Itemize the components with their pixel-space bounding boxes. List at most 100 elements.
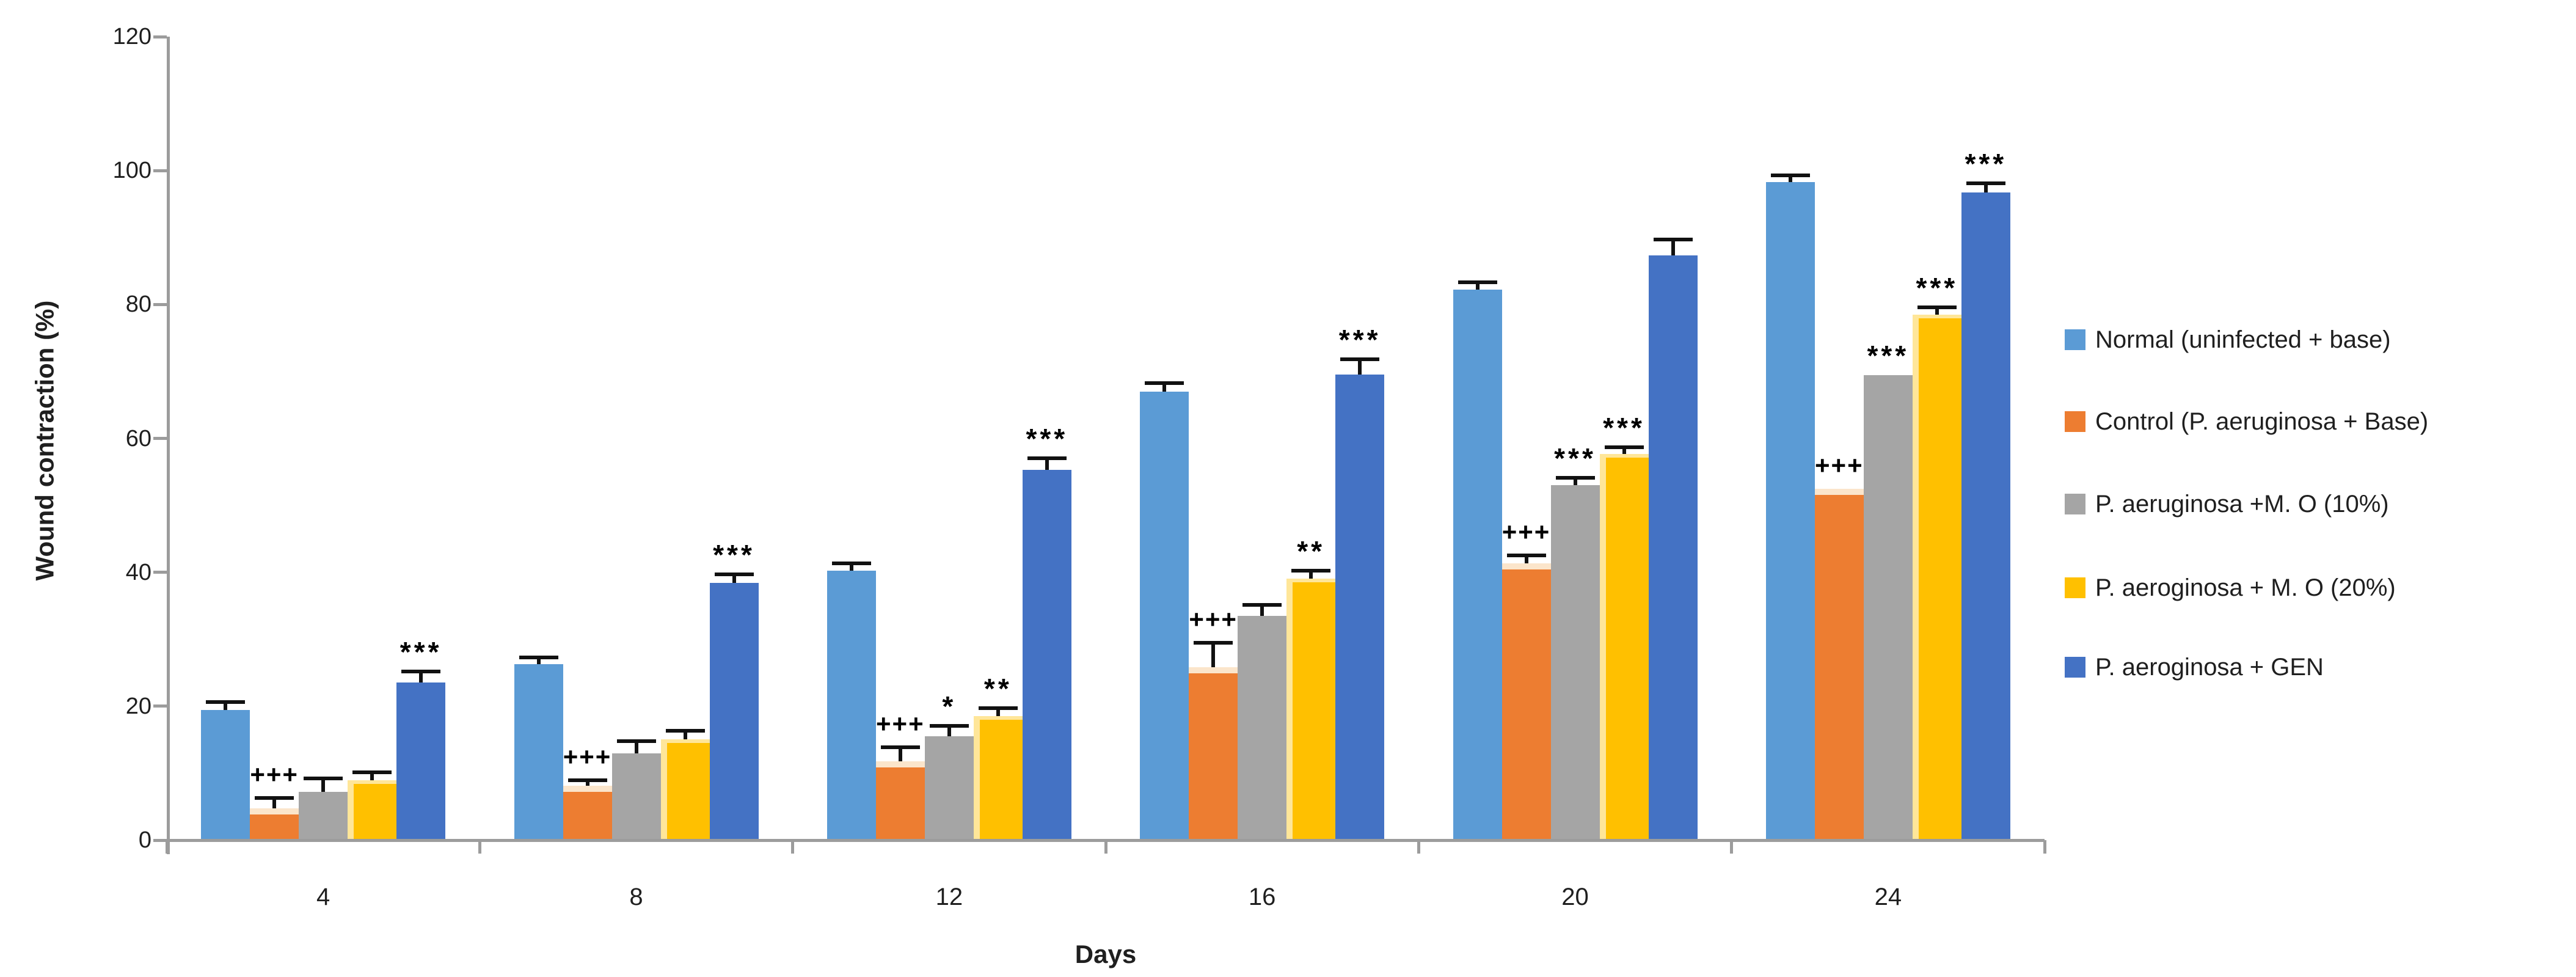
error-bar-cap xyxy=(1917,305,1957,309)
error-bar-cap xyxy=(1291,569,1331,573)
legend-swatch-icon xyxy=(2065,577,2085,598)
bar-p-aeroginosa-m-o-20--day20 xyxy=(1599,453,1649,840)
error-bar-cap xyxy=(352,770,392,775)
y-tick-label: 80 xyxy=(125,291,151,318)
y-tick-label: 40 xyxy=(125,559,151,585)
legend-label: P. aeroginosa + M. O (20%) xyxy=(2095,574,2396,601)
y-tick-label: 120 xyxy=(112,24,151,49)
y-tick-label: 60 xyxy=(125,425,151,452)
legend-label: P. aeroginosa + GEN xyxy=(2095,654,2324,681)
significance-stars: *** xyxy=(1965,147,2007,180)
significance-stars: *** xyxy=(1603,411,1645,444)
significance-stars: *** xyxy=(1867,340,1910,372)
error-bar-cap xyxy=(401,669,441,673)
bar-control-p-aeruginosa-base--day8 xyxy=(563,786,612,840)
error-bar xyxy=(1788,175,1792,182)
legend-swatch-icon xyxy=(2065,657,2085,678)
error-bar xyxy=(224,702,228,711)
significance-plus: +++ xyxy=(250,759,299,789)
bar-p-aeruginosa-m-o-10--day24 xyxy=(1863,375,1913,840)
error-bar xyxy=(370,772,374,781)
legend-label: P. aeruginosa +M. O (10%) xyxy=(2095,491,2389,518)
significance-stars: *** xyxy=(1916,271,1958,304)
error-bar-cap xyxy=(1194,640,1233,645)
x-tick-label: 4 xyxy=(316,884,330,910)
significance-stars: ** xyxy=(983,673,1012,705)
bar-control-p-aeruginosa-base--day12 xyxy=(875,761,925,840)
x-tick-mark xyxy=(165,840,169,854)
error-bar xyxy=(419,671,423,683)
error-bar-cap xyxy=(714,572,754,576)
y-tick-mark xyxy=(153,169,167,172)
bar-p-aeroginosa-gen-day12 xyxy=(1022,470,1071,840)
error-bar xyxy=(849,563,853,571)
error-bar xyxy=(321,778,326,792)
error-bar-cap xyxy=(1458,280,1497,285)
error-bar-cap xyxy=(1770,173,1810,177)
error-bar xyxy=(585,780,589,786)
bar-p-aeroginosa-m-o-20--day16 xyxy=(1286,578,1336,840)
bar-p-aeroginosa-gen-day20 xyxy=(1648,255,1698,840)
error-bar xyxy=(1358,359,1362,375)
y-axis-line xyxy=(167,37,170,854)
y-tick-label: 0 xyxy=(138,827,151,853)
error-bar xyxy=(1162,382,1167,392)
legend-item: P. aeroginosa + GEN xyxy=(2065,653,2324,682)
error-bar-cap xyxy=(880,745,920,749)
significance-stars: *** xyxy=(1338,324,1381,356)
significance-stars: *** xyxy=(400,635,442,668)
error-bar xyxy=(996,708,1000,717)
error-bar-cap xyxy=(567,778,607,783)
legend-item: Control (P. aeruginosa + Base) xyxy=(2065,407,2428,436)
bar-p-aeroginosa-m-o-20--day12 xyxy=(973,716,1023,840)
error-bar xyxy=(1045,458,1049,470)
error-bar xyxy=(947,725,951,737)
error-bar xyxy=(272,797,277,809)
x-tick-mark xyxy=(1730,840,1734,854)
error-bar-cap xyxy=(1966,181,2005,185)
error-bar-cap xyxy=(1506,554,1546,558)
error-bar xyxy=(634,741,638,753)
error-bar xyxy=(1622,447,1626,454)
x-tick-mark xyxy=(1104,840,1107,854)
legend-item: P. aeroginosa + M. O (20%) xyxy=(2065,573,2396,602)
error-bar-cap xyxy=(978,706,1018,711)
error-bar xyxy=(1983,183,1988,193)
x-tick-mark xyxy=(2043,840,2046,854)
significance-plus: +++ xyxy=(563,742,612,772)
x-tick-label: 16 xyxy=(1248,884,1276,910)
bar-p-aeruginosa-m-o-10--day16 xyxy=(1238,615,1287,840)
bar-control-p-aeruginosa-base--day24 xyxy=(1814,488,1864,840)
legend-item: P. aeruginosa +M. O (10%) xyxy=(2065,489,2389,519)
bar-p-aeroginosa-gen-day4 xyxy=(396,682,446,840)
bar-p-aeruginosa-m-o-10--day12 xyxy=(924,736,974,840)
error-bar xyxy=(1260,605,1264,616)
error-bar xyxy=(1309,571,1313,579)
legend-swatch-icon xyxy=(2065,329,2085,350)
error-bar xyxy=(1211,642,1216,668)
bar-p-aeroginosa-m-o-20--day4 xyxy=(348,780,397,840)
bar-normal-uninfected-base--day8 xyxy=(514,664,563,840)
bar-control-p-aeruginosa-base--day4 xyxy=(250,808,299,840)
error-bar-cap xyxy=(304,777,343,781)
error-bar-cap xyxy=(206,700,246,704)
error-bar-cap xyxy=(519,655,558,659)
error-bar-cap xyxy=(1604,445,1644,449)
y-tick-mark xyxy=(153,571,167,574)
error-bar-cap xyxy=(1555,476,1595,480)
bar-control-p-aeruginosa-base--day16 xyxy=(1189,667,1238,840)
significance-plus: +++ xyxy=(1189,604,1238,634)
bar-normal-uninfected-base--day20 xyxy=(1453,290,1502,840)
bar-p-aeruginosa-m-o-10--day20 xyxy=(1550,485,1600,840)
bar-normal-uninfected-base--day16 xyxy=(1140,391,1189,840)
significance-stars: *** xyxy=(713,538,755,571)
significance-plus: +++ xyxy=(1815,450,1864,480)
error-bar xyxy=(898,747,902,761)
bar-p-aeroginosa-m-o-20--day8 xyxy=(660,739,710,840)
error-bar xyxy=(732,574,736,584)
x-tick-label: 12 xyxy=(935,884,963,910)
error-bar-cap xyxy=(929,723,969,728)
x-tick-mark xyxy=(478,840,481,854)
significance-stars: ** xyxy=(1297,535,1326,568)
